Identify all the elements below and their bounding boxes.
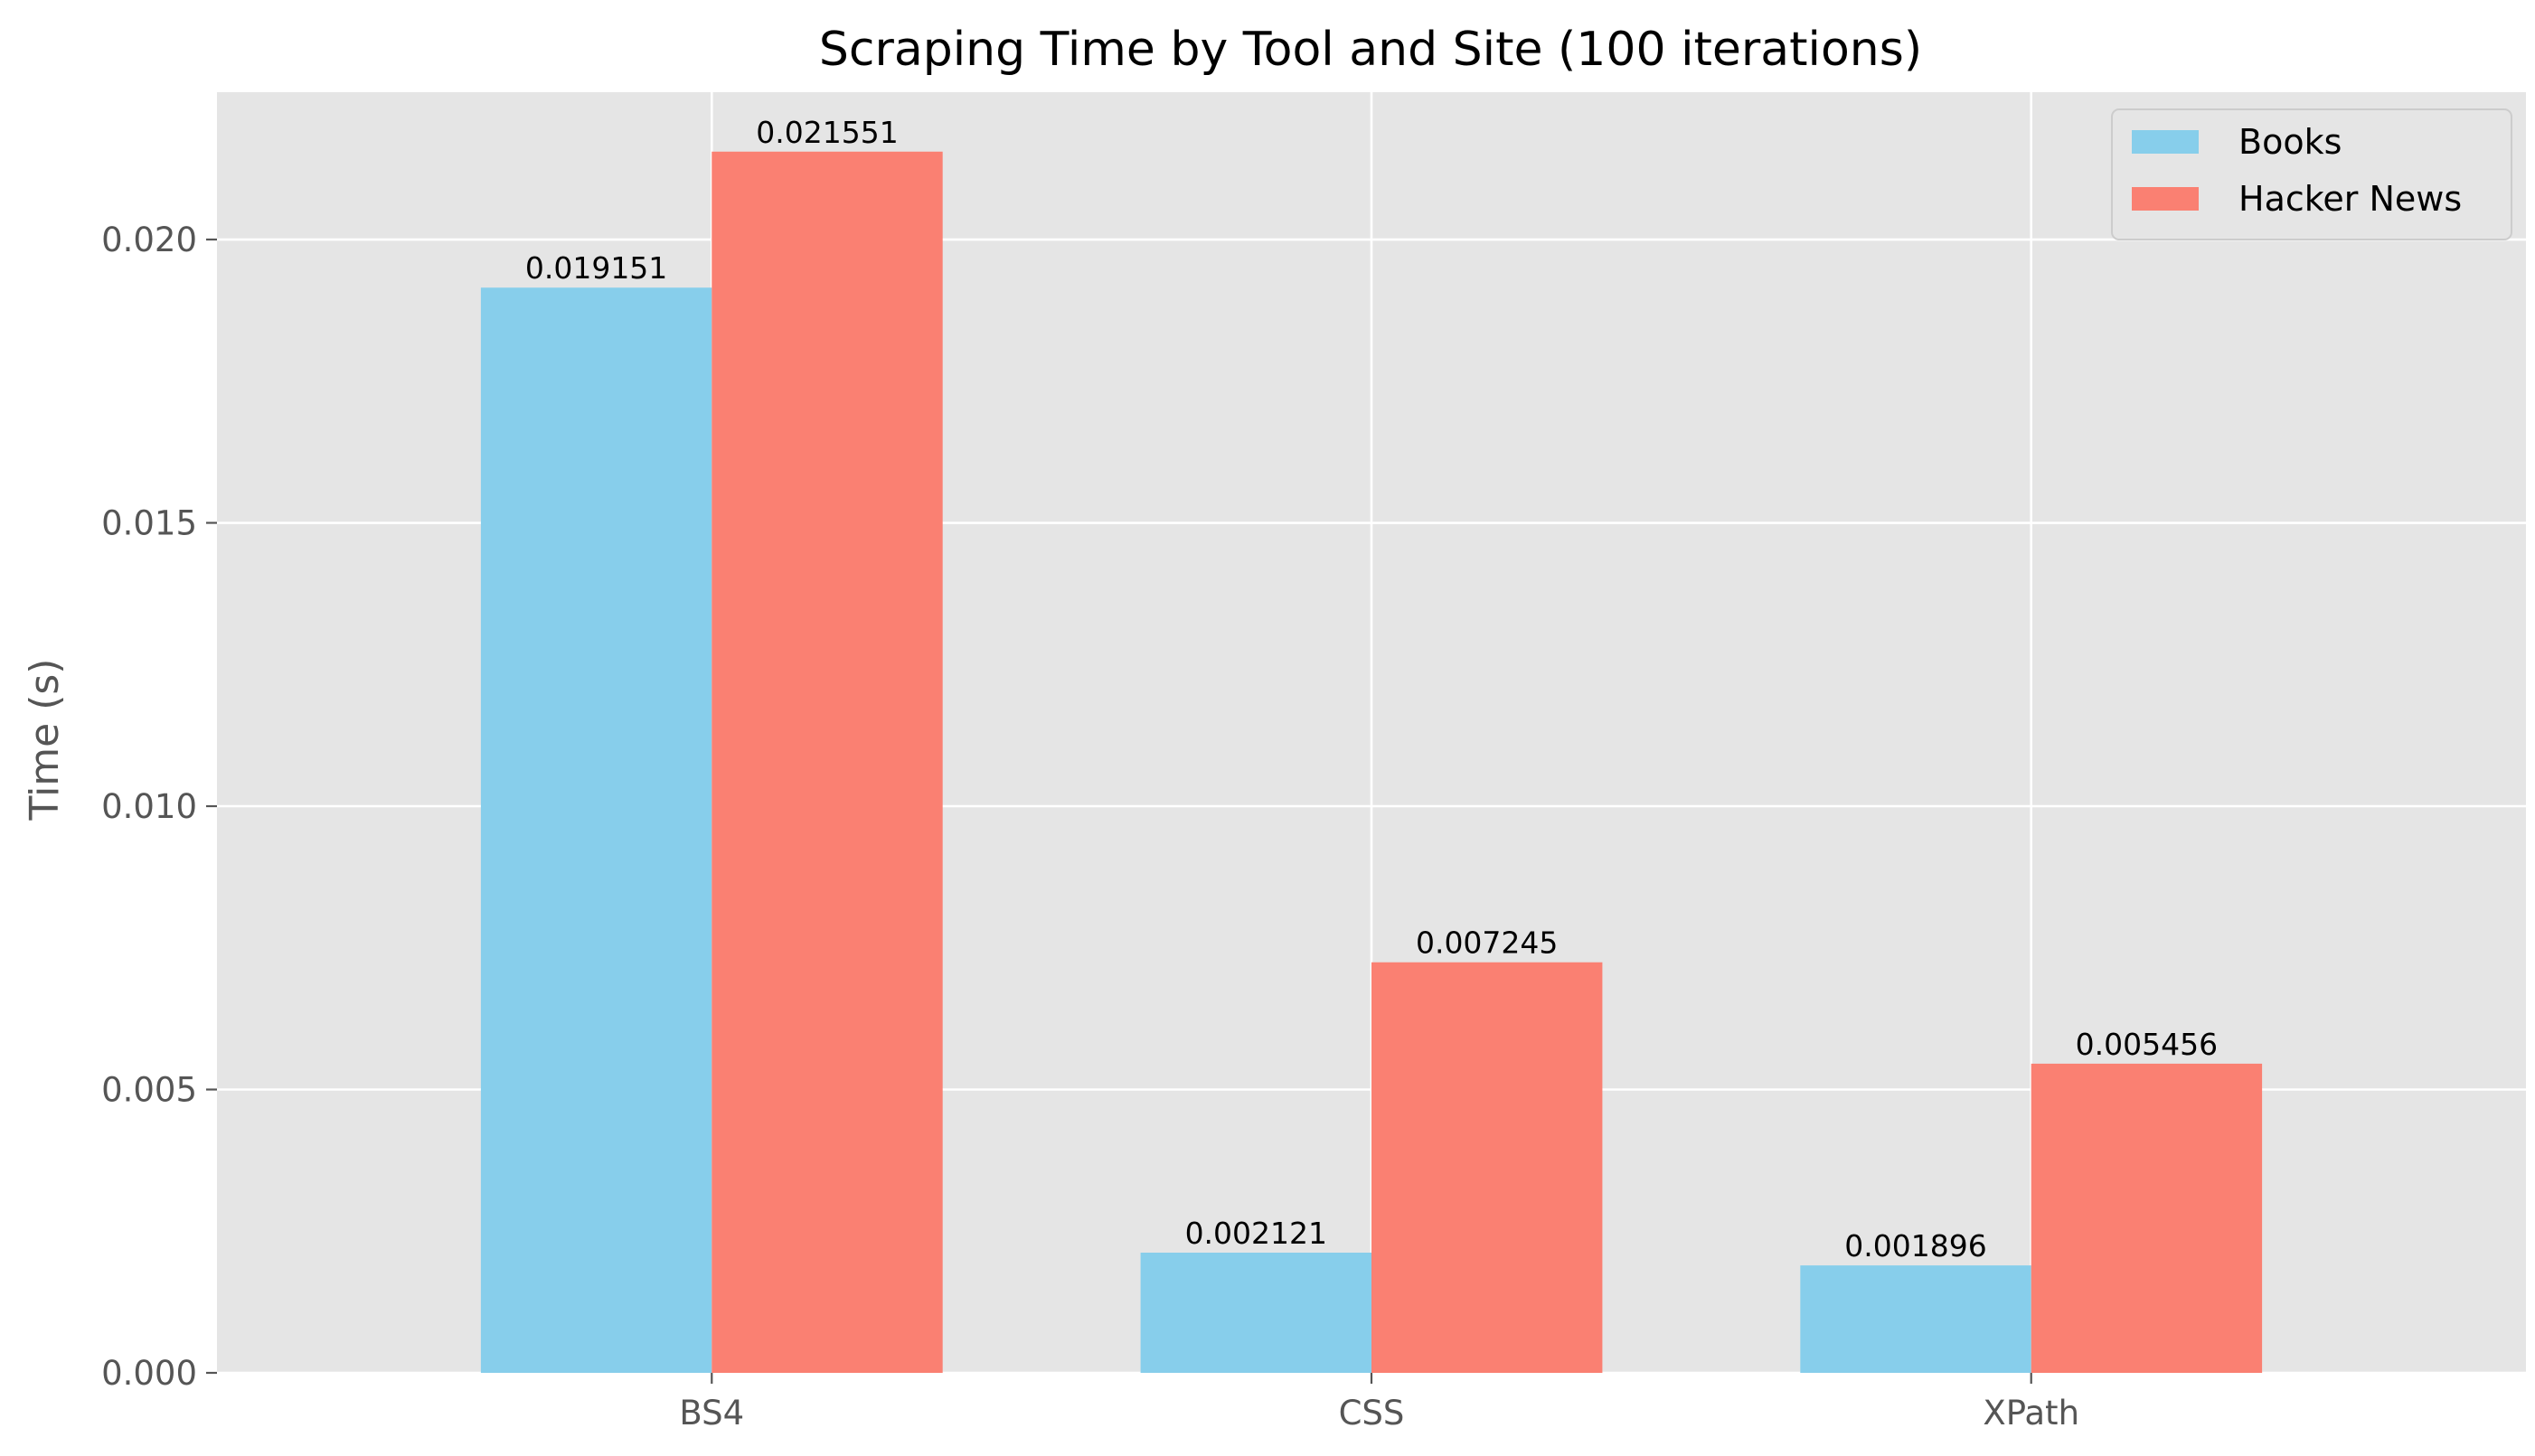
legend-label-hacker-news: Hacker News [2238,179,2462,219]
legend: Books Hacker News [2111,108,2512,240]
bar-hacker-news-xpath [2031,1063,2263,1373]
bar-books-xpath [1800,1265,2031,1373]
data-label-books-bs4: 0.019151 [525,250,667,286]
data-label-hacker-news-css: 0.007245 [1416,925,1558,961]
data-label-books-css: 0.002121 [1185,1216,1327,1251]
legend-label-books: Books [2238,122,2342,162]
bar-books-css [1140,1253,1371,1373]
legend-swatch-books [2132,130,2199,154]
data-label-hacker-news-xpath: 0.005456 [2076,1027,2218,1062]
legend-box [2111,108,2512,240]
bar-hacker-news-css [1371,962,1603,1373]
data-label-books-xpath: 0.001896 [1844,1228,1986,1263]
y-axis-ticks: 0.000 0.005 0.010 0.015 0.020 [101,221,217,1393]
x-tick-label-css: CSS [1339,1394,1405,1433]
y-tick-label-3: 0.015 [101,504,197,543]
y-tick-label-1: 0.005 [101,1071,197,1110]
data-label-hacker-news-bs4: 0.021551 [756,115,898,150]
y-tick-label-4: 0.020 [101,221,197,259]
x-tick-label-xpath: XPath [1983,1394,2079,1433]
y-tick-label-2: 0.010 [101,787,197,826]
data-labels: 0.019151 0.002121 0.001896 0.021551 0.007245… [525,115,2218,1263]
x-axis-ticks: BS4 CSS XPath [679,1373,2079,1433]
bars [480,151,2263,1374]
legend-swatch-hacker-news [2132,187,2199,211]
y-tick-label-0: 0.000 [101,1354,197,1393]
y-axis-label: Time (s) [22,659,68,822]
chart-title: Scraping Time by Tool and Site (100 iter… [819,23,1922,77]
x-tick-label-bs4: BS4 [679,1394,744,1433]
bar-books-bs4 [480,287,712,1373]
bar-hacker-news-bs4 [711,151,943,1374]
